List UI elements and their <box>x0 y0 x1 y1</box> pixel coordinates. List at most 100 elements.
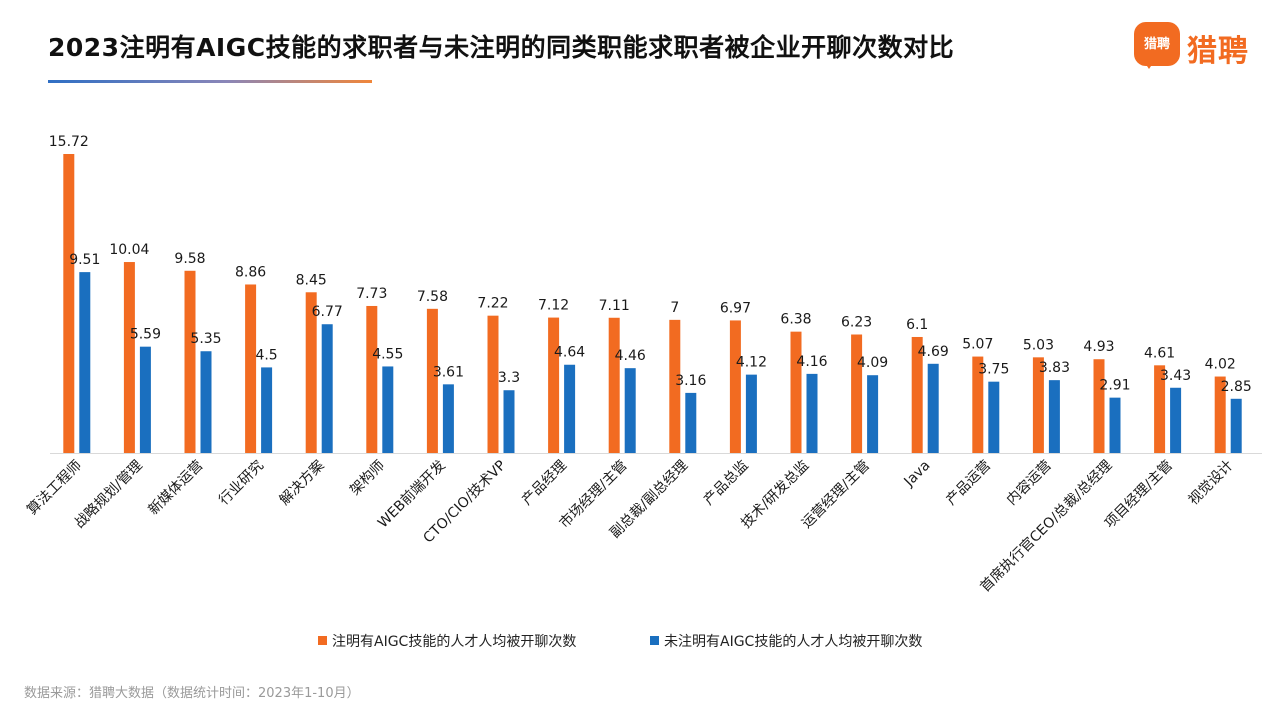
logo-badge-tail <box>1143 60 1155 69</box>
data-label: 5.59 <box>130 327 161 343</box>
bar-aigc <box>972 356 984 453</box>
bar-aigc <box>487 315 499 453</box>
data-label: 4.64 <box>554 345 585 361</box>
legend-label-no-aigc: 未注明有AIGC技能的人才人均被开聊次数 <box>664 634 923 650</box>
x-tick-label: 内容运营 <box>1003 457 1055 509</box>
bar-aigc <box>184 270 196 453</box>
legend-label-aigc: 注明有AIGC技能的人才人均被开聊次数 <box>332 634 577 650</box>
x-tick-label: 产品经理 <box>519 458 570 509</box>
bar-aigc <box>548 317 560 453</box>
data-label: 3.43 <box>1160 368 1191 384</box>
bar-aigc <box>790 331 802 453</box>
data-label: 7.73 <box>356 286 387 302</box>
data-label: 4.69 <box>918 344 949 360</box>
data-label: 4.93 <box>1083 339 1114 355</box>
bar-aigc <box>63 154 75 453</box>
data-label: 4.55 <box>372 346 403 362</box>
bar-no-aigc <box>79 272 91 453</box>
legend-swatch-no-aigc <box>650 636 659 645</box>
x-tick-label: 算法工程师 <box>24 458 85 519</box>
data-label: 6.77 <box>312 304 343 320</box>
data-label: 4.16 <box>796 354 827 370</box>
bar-aigc <box>1032 357 1044 453</box>
data-label: 3.61 <box>433 364 464 380</box>
bar-aigc <box>1154 365 1166 453</box>
bar-no-aigc <box>806 373 818 453</box>
bar-no-aigc <box>927 363 939 453</box>
x-tick-label: 首席执行官CEO/总裁/总经理 <box>977 458 1115 596</box>
data-label: 10.04 <box>109 242 149 258</box>
bar-aigc <box>245 284 257 453</box>
data-label: 4.12 <box>736 355 767 371</box>
bar-aigc <box>426 308 438 453</box>
data-label: 7 <box>670 300 679 316</box>
data-label: 3.83 <box>1039 360 1070 376</box>
data-label: 9.51 <box>69 252 100 268</box>
bar-no-aigc <box>503 390 515 453</box>
bar-aigc <box>305 292 317 453</box>
bar-no-aigc <box>382 366 394 453</box>
data-label: 15.72 <box>49 134 89 150</box>
data-label: 2.85 <box>1221 379 1252 395</box>
bar-no-aigc <box>1170 387 1182 453</box>
data-label: 5.35 <box>190 331 221 347</box>
legend-item-no-aigc: 未注明有AIGC技能的人才人均被开聊次数 <box>650 631 922 651</box>
data-label: 6.23 <box>841 315 872 331</box>
bar-no-aigc <box>261 367 273 453</box>
x-tick-label: 解决方案 <box>276 457 328 509</box>
bar-no-aigc <box>564 364 576 453</box>
x-tick-label: 新媒体运营 <box>146 458 207 519</box>
bar-aigc <box>851 334 863 453</box>
data-label: 4.09 <box>857 355 888 371</box>
data-label: 8.86 <box>235 264 266 280</box>
x-tick-label: 视觉设计 <box>1186 458 1237 509</box>
bar-aigc <box>911 336 923 453</box>
data-label: 5.03 <box>1023 337 1054 353</box>
data-label: 7.12 <box>538 298 569 314</box>
bar-no-aigc <box>1048 380 1060 453</box>
data-label: 2.91 <box>1099 378 1130 394</box>
logo-badge-icon: 猎聘 <box>1134 22 1180 69</box>
data-label: 6.1 <box>906 317 928 333</box>
bar-no-aigc <box>139 346 151 453</box>
data-label: 7.22 <box>477 296 508 312</box>
x-tick-label: Java <box>901 458 934 491</box>
data-label: 4.02 <box>1205 357 1236 373</box>
bar-no-aigc <box>988 381 1000 453</box>
data-label: 4.46 <box>615 348 646 364</box>
legend-item-aigc: 注明有AIGC技能的人才人均被开聊次数 <box>318 631 576 651</box>
bar-aigc <box>123 262 135 453</box>
bar-no-aigc <box>1109 397 1121 453</box>
data-label: 9.58 <box>174 251 205 267</box>
data-label: 7.11 <box>599 298 630 314</box>
bar-no-aigc <box>200 351 212 453</box>
x-tick-label: 产品总监 <box>701 458 752 509</box>
data-label: 6.97 <box>720 300 751 316</box>
bar-no-aigc <box>1230 398 1242 453</box>
data-label: 3.16 <box>675 373 706 389</box>
bar-aigc <box>729 320 741 453</box>
bar-aigc <box>669 319 681 453</box>
data-label: 3.75 <box>978 362 1009 378</box>
title-underline <box>48 80 372 83</box>
bar-no-aigc <box>685 392 697 453</box>
bar-aigc <box>608 317 620 453</box>
bar-no-aigc <box>442 384 454 453</box>
data-label: 7.58 <box>417 289 448 305</box>
bar-no-aigc <box>624 368 636 453</box>
data-label: 5.07 <box>962 337 993 353</box>
page-title: 2023注明有AIGC技能的求职者与未注明的同类职能求职者被企业开聊次数对比 <box>48 33 955 62</box>
bar-aigc <box>366 305 378 453</box>
liepin-logo: 猎聘 猎聘 <box>1134 22 1264 70</box>
x-tick-label: 行业研究 <box>216 458 267 509</box>
bar-no-aigc <box>321 324 333 453</box>
logo-badge-text: 猎聘 <box>1143 37 1170 52</box>
x-tick-label: 架构师 <box>347 458 388 499</box>
data-source-footnote: 数据来源：猎聘大数据（数据统计时间：2023年1-10月） <box>24 686 360 701</box>
data-label: 4.61 <box>1144 345 1175 361</box>
x-tick-label: 产品运营 <box>943 458 994 509</box>
data-label: 3.3 <box>498 370 520 386</box>
logo-text: 猎聘 <box>1187 34 1249 69</box>
bar-aigc <box>1214 376 1226 453</box>
